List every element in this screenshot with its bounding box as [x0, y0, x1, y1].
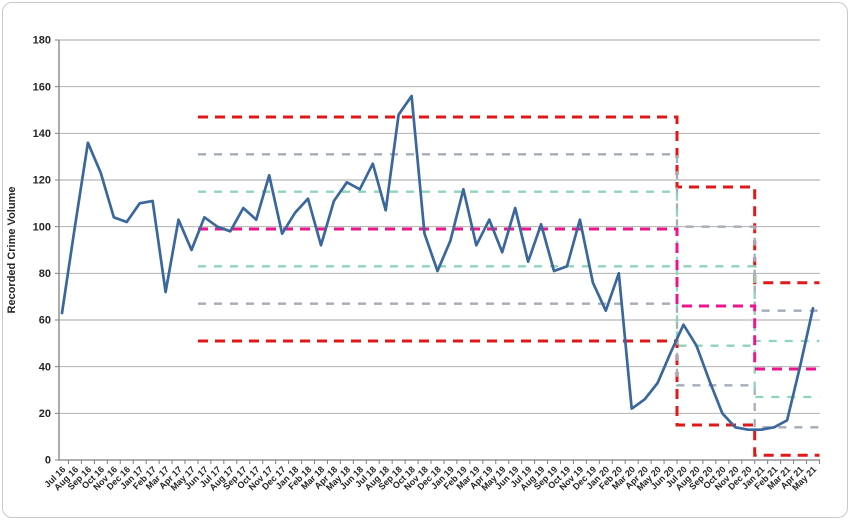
y-tick-label: 180 — [33, 35, 51, 47]
y-tick-label: 0 — [45, 455, 51, 467]
y-axis-title: Recorded Crime Volume — [6, 187, 18, 314]
recorded-crime-volume-line — [60, 94, 815, 432]
y-tick-label: 120 — [33, 175, 51, 187]
upper-2sigma-limit-line — [198, 153, 820, 312]
y-tick-label: 40 — [39, 361, 51, 373]
y-tick-label: 140 — [33, 128, 51, 140]
axis-ticks — [55, 39, 820, 464]
y-tick-label: 20 — [39, 408, 51, 420]
y-tick-label: 60 — [39, 315, 51, 327]
upper-1sigma-limit-line — [198, 190, 820, 343]
y-tick-label: 160 — [33, 81, 51, 93]
y-axis-labels: 0 20 40 60 80 100 120 140 160 180 — [33, 35, 51, 467]
lower-1sigma-limit-line — [198, 265, 820, 399]
y-tick-label: 100 — [33, 221, 51, 233]
y-tick-label: 80 — [39, 268, 51, 280]
mean-limit-line — [198, 227, 820, 371]
lower-3sigma-limit-line — [198, 339, 820, 457]
upper-3sigma-limit-line — [198, 115, 820, 285]
lower-2sigma-limit-line — [198, 302, 820, 429]
